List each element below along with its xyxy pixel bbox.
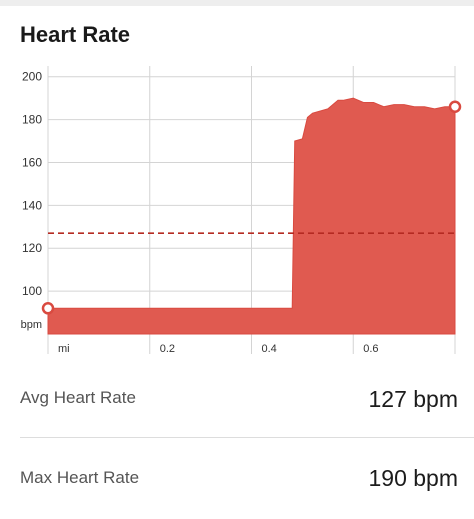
chart-svg: 100 120 140 160 180 200 bpm 0.2 0.4 0.6 mi (21, 66, 462, 355)
start-point-marker (41, 302, 55, 315)
top-strip (0, 0, 474, 6)
y-axis-label: bpm (21, 319, 42, 331)
x-axis-label: mi (58, 343, 70, 355)
divider (20, 437, 474, 438)
avg-heart-rate-value: 127 bpm (368, 386, 458, 412)
y-tick-label: 160 (22, 155, 42, 169)
end-point-marker (448, 100, 462, 113)
max-heart-rate-label: Max Heart Rate (20, 468, 140, 487)
y-tick-label: 120 (22, 241, 42, 255)
label-layer: 100 120 140 160 180 200 bpm 0.2 0.4 0.6 mi (21, 70, 379, 355)
x-tick-label: 0.2 (160, 343, 175, 355)
heart-rate-chart: 100 120 140 160 180 200 bpm 0.2 0.4 0.6 mi (0, 62, 474, 358)
max-heart-rate-value: 190 bpm (368, 465, 458, 491)
y-tick-label: 200 (22, 70, 42, 84)
area-layer (41, 97, 462, 335)
heart-rate-area (47, 97, 456, 335)
y-tick-label: 180 (22, 113, 42, 127)
y-tick-label: 100 (22, 284, 42, 298)
max-heart-rate-row: Max Heart Rate 190 bpm (0, 446, 474, 506)
x-tick-label: 0.4 (262, 343, 277, 355)
x-tick-label: 0.6 (363, 343, 378, 355)
avg-heart-rate-row: Avg Heart Rate 127 bpm (0, 368, 474, 428)
y-tick-label: 140 (22, 198, 42, 212)
avg-heart-rate-label: Avg Heart Rate (20, 388, 136, 407)
card-title: Heart Rate (20, 22, 131, 47)
